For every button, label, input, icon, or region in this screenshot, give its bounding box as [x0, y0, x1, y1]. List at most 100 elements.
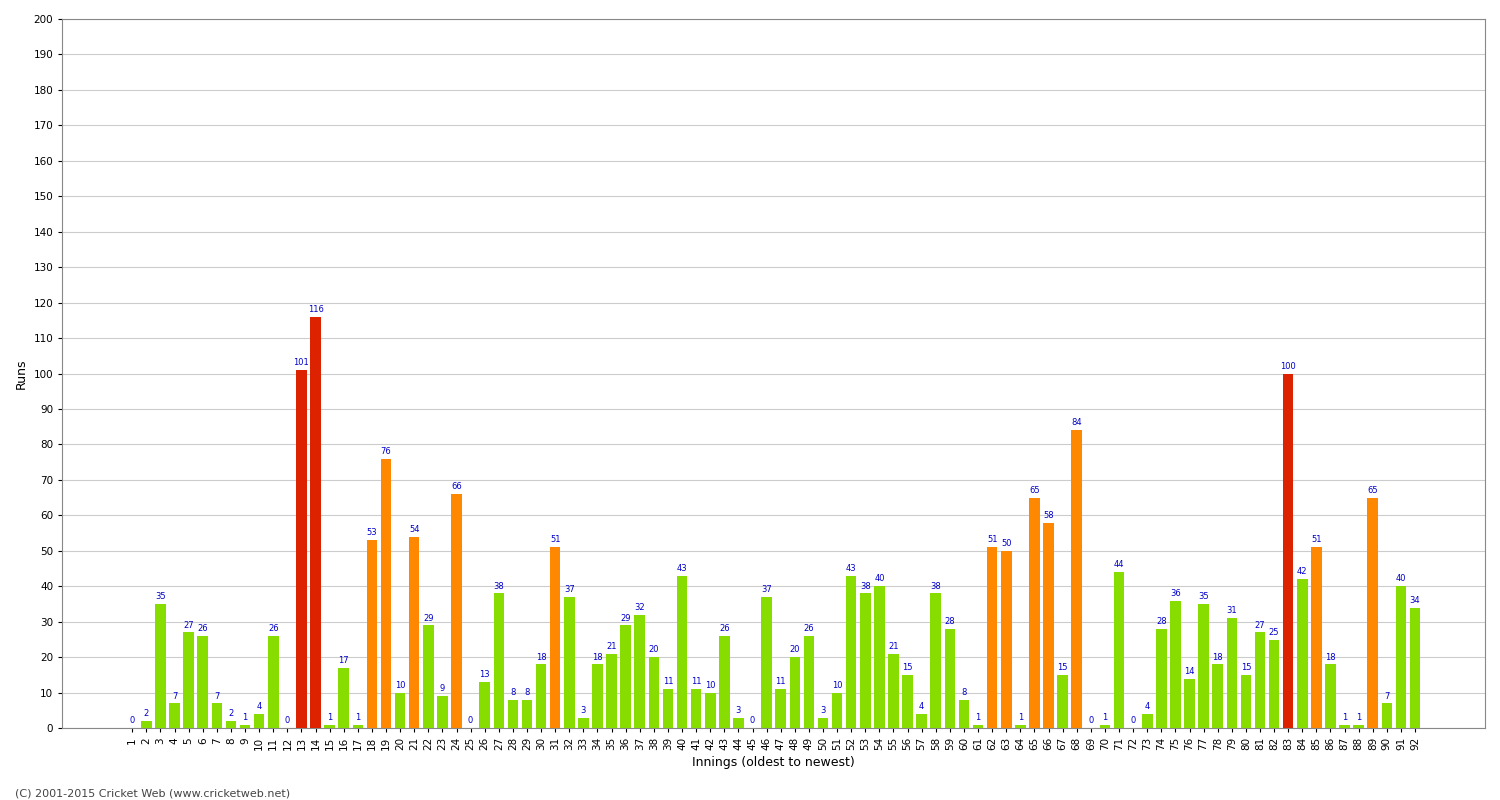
Text: 4: 4	[920, 702, 924, 711]
Text: 1: 1	[356, 713, 360, 722]
Bar	[536, 664, 546, 728]
Text: 17: 17	[339, 656, 350, 665]
Text: 38: 38	[494, 582, 504, 590]
Bar	[296, 370, 306, 728]
Text: 1: 1	[243, 713, 248, 722]
Text: 14: 14	[1185, 666, 1196, 676]
Bar	[423, 626, 433, 728]
Bar	[1368, 498, 1378, 728]
Text: 3: 3	[735, 706, 741, 714]
Bar	[930, 594, 940, 728]
Bar	[1240, 675, 1251, 728]
X-axis label: Innings (oldest to newest): Innings (oldest to newest)	[693, 756, 855, 769]
Text: 40: 40	[1395, 574, 1406, 583]
Bar	[1254, 633, 1266, 728]
Text: 25: 25	[1269, 628, 1280, 637]
Bar	[663, 689, 674, 728]
Text: 54: 54	[410, 525, 420, 534]
Bar	[1298, 579, 1308, 728]
Bar	[436, 696, 447, 728]
Bar	[734, 718, 744, 728]
Bar	[578, 718, 588, 728]
Y-axis label: Runs: Runs	[15, 358, 28, 389]
Bar	[507, 700, 518, 728]
Text: 35: 35	[1198, 592, 1209, 602]
Bar	[648, 658, 658, 728]
Text: 0: 0	[1131, 716, 1136, 726]
Bar	[1016, 725, 1026, 728]
Text: 37: 37	[760, 585, 772, 594]
Bar	[1156, 629, 1167, 728]
Text: 50: 50	[1000, 539, 1011, 548]
Text: 7: 7	[1384, 691, 1389, 701]
Bar	[183, 633, 194, 728]
Bar	[225, 721, 236, 728]
Bar	[211, 703, 222, 728]
Text: 42: 42	[1298, 567, 1308, 577]
Text: (C) 2001-2015 Cricket Web (www.cricketweb.net): (C) 2001-2015 Cricket Web (www.cricketwe…	[15, 788, 290, 798]
Bar	[339, 668, 350, 728]
Bar	[776, 689, 786, 728]
Bar	[592, 664, 603, 728]
Text: 20: 20	[648, 646, 658, 654]
Text: 100: 100	[1281, 362, 1296, 370]
Bar	[1410, 608, 1420, 728]
Text: 20: 20	[789, 646, 800, 654]
Text: 37: 37	[564, 585, 574, 594]
Text: 7: 7	[172, 691, 177, 701]
Text: 18: 18	[1324, 653, 1336, 662]
Text: 84: 84	[1071, 418, 1082, 427]
Text: 27: 27	[183, 621, 194, 630]
Bar	[1269, 639, 1280, 728]
Text: 116: 116	[308, 305, 324, 314]
Text: 26: 26	[198, 624, 208, 633]
Bar	[762, 597, 772, 728]
Text: 43: 43	[846, 564, 856, 573]
Bar	[1000, 551, 1011, 728]
Text: 44: 44	[1114, 560, 1125, 570]
Bar	[705, 693, 716, 728]
Text: 15: 15	[1240, 663, 1251, 672]
Text: 29: 29	[423, 614, 433, 622]
Text: 1: 1	[327, 713, 333, 722]
Text: 26: 26	[268, 624, 279, 633]
Text: 27: 27	[1254, 621, 1266, 630]
Bar	[352, 725, 363, 728]
Text: 15: 15	[1058, 663, 1068, 672]
Bar	[564, 597, 574, 728]
Text: 10: 10	[705, 681, 716, 690]
Bar	[452, 494, 462, 728]
Bar	[1184, 678, 1196, 728]
Text: 51: 51	[550, 535, 561, 545]
Text: 8: 8	[510, 688, 516, 697]
Bar	[310, 317, 321, 728]
Text: 43: 43	[676, 564, 687, 573]
Text: 1: 1	[1342, 713, 1347, 722]
Text: 31: 31	[1227, 606, 1238, 615]
Text: 7: 7	[214, 691, 219, 701]
Bar	[974, 725, 984, 728]
Bar	[154, 604, 166, 728]
Text: 1: 1	[1102, 713, 1107, 722]
Text: 0: 0	[750, 716, 754, 726]
Bar	[366, 540, 376, 728]
Bar	[394, 693, 405, 728]
Text: 28: 28	[1156, 617, 1167, 626]
Bar	[903, 675, 914, 728]
Bar	[550, 547, 561, 728]
Text: 38: 38	[859, 582, 870, 590]
Text: 11: 11	[663, 678, 674, 686]
Text: 3: 3	[821, 706, 825, 714]
Bar	[480, 682, 490, 728]
Bar	[718, 636, 729, 728]
Text: 9: 9	[440, 685, 446, 694]
Bar	[141, 721, 152, 728]
Text: 53: 53	[366, 529, 376, 538]
Bar	[1311, 547, 1322, 728]
Bar	[606, 654, 616, 728]
Text: 2: 2	[144, 710, 148, 718]
Bar	[958, 700, 969, 728]
Bar	[198, 636, 208, 728]
Bar	[859, 594, 870, 728]
Text: 65: 65	[1368, 486, 1378, 495]
